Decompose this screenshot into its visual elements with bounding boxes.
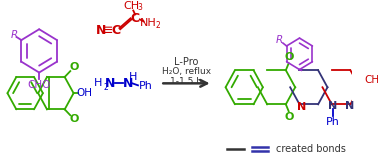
Text: CH: CH [364,75,378,85]
Text: O: O [285,52,294,62]
Text: Ph: Ph [326,117,340,127]
Text: NH: NH [140,18,156,28]
Text: CH: CH [123,1,139,11]
Text: 3: 3 [137,3,142,12]
Text: N: N [328,101,337,111]
Text: C: C [131,12,140,25]
Text: 2: 2 [155,21,160,30]
Text: C: C [111,24,120,37]
Text: CHO: CHO [28,80,51,90]
Text: N: N [122,77,133,90]
Text: O: O [285,112,294,122]
Text: R: R [276,35,283,45]
Text: H₂O, reflux: H₂O, reflux [162,67,211,76]
Text: 1-1.5 h: 1-1.5 h [170,77,203,86]
Text: N: N [345,101,354,111]
Text: H: H [94,78,102,88]
Text: OH: OH [77,88,93,98]
Text: N: N [105,77,115,90]
Text: Ph: Ph [138,81,152,91]
Text: 2: 2 [104,83,108,92]
Text: H: H [129,72,138,82]
Text: N: N [297,102,306,112]
Text: ≡: ≡ [103,24,113,37]
Text: L-Pro: L-Pro [174,57,198,67]
Text: O: O [69,62,79,72]
Text: O: O [69,114,79,124]
Text: R: R [10,30,17,40]
Text: created bonds: created bonds [276,144,346,154]
Text: N: N [96,24,106,37]
